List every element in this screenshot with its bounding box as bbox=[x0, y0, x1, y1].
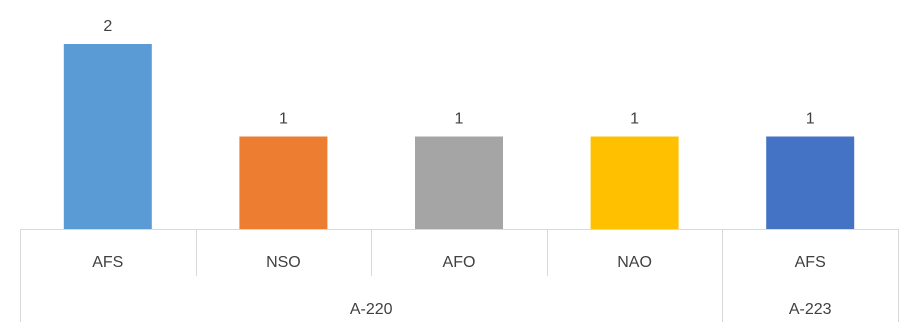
category-tick-label: AFO bbox=[443, 254, 476, 271]
bars-layer bbox=[63, 44, 855, 229]
bar-nao-3 bbox=[590, 136, 679, 229]
data-label: 1 bbox=[455, 111, 464, 128]
data-label: 1 bbox=[806, 111, 815, 128]
bar-nso-1 bbox=[239, 136, 328, 229]
group-tick-label: A-223 bbox=[789, 301, 832, 318]
bar-afs-0 bbox=[63, 44, 152, 229]
bar-afo-2 bbox=[415, 136, 503, 229]
data-label: 1 bbox=[630, 111, 639, 128]
category-tick-label: NAO bbox=[617, 254, 652, 271]
data-labels-layer: 2 1 1 1 1 bbox=[103, 18, 814, 128]
data-label: 1 bbox=[279, 111, 288, 128]
category-tick-label: AFS bbox=[92, 254, 123, 271]
data-label: 2 bbox=[103, 18, 112, 35]
category-tick-label: NSO bbox=[266, 254, 301, 271]
category-axis: AFS NSO AFO NAO AFS A-220 A-223 bbox=[20, 229, 899, 322]
group-tick-label: A-220 bbox=[350, 301, 393, 318]
bar-afs-4 bbox=[766, 136, 855, 229]
category-tick-label: AFS bbox=[795, 254, 826, 271]
